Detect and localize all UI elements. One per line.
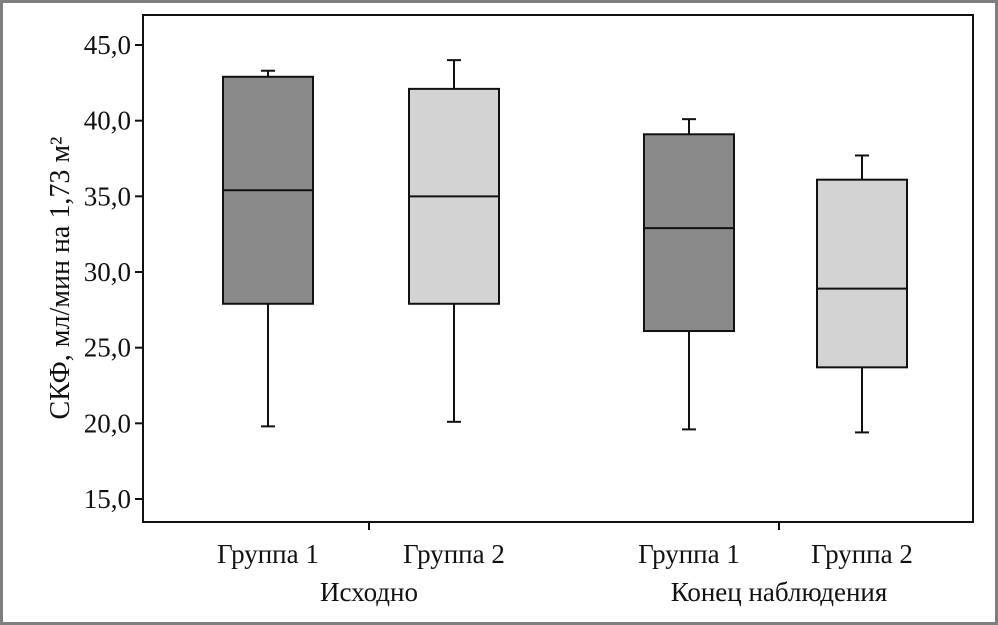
x-group-label: Конец наблюдения [671, 577, 888, 607]
interquartile-box [643, 133, 735, 333]
y-tick-label: 35,0 [84, 181, 131, 211]
y-tick-label: 20,0 [84, 408, 131, 438]
interquartile-box [816, 178, 908, 369]
x-category-label: Группа 2 [811, 539, 913, 569]
x-group-label: Исходно [320, 577, 418, 607]
x-category-label: Группа 2 [403, 539, 505, 569]
y-tick-label: 45,0 [84, 30, 131, 60]
y-axis: 15,0 20,0 25,0 30,0 35,0 40,0 45,0 [84, 30, 143, 514]
x-category-label: Группа 1 [638, 539, 740, 569]
plot-area [142, 14, 974, 523]
box-2-Группа-1 [643, 118, 735, 431]
box-plot-chart: 15,020,025,030,035,040,045,0 ИсходноГруп… [45, 14, 974, 607]
y-tick-label: 30,0 [84, 257, 131, 287]
boxes [222, 59, 908, 434]
y-tick-label: 15,0 [84, 484, 131, 514]
y-axis-title: СКФ, мл/мин на 1,73 м² [45, 137, 76, 420]
x-category-label: Группа 1 [217, 539, 319, 569]
box-1-Группа-1 [222, 69, 314, 428]
y-tick-label: 40,0 [84, 106, 131, 136]
chart-frame: 15,0 20,0 25,0 30,0 35,0 40,0 45,0 Исходно Груп… [3, 3, 995, 622]
box-2-Группа-2 [816, 154, 908, 434]
box-1-Группа-2 [408, 59, 500, 423]
y-tick-label: 25,0 [84, 333, 131, 363]
plot-border [142, 14, 974, 523]
